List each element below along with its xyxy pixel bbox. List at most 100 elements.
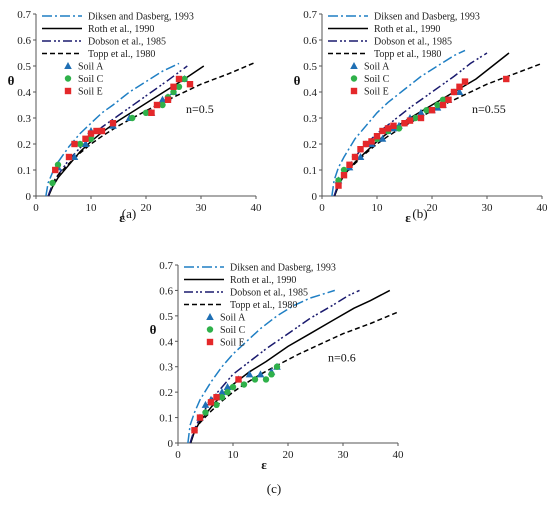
x-axis-label: ε bbox=[405, 210, 411, 225]
data-point-soil-e bbox=[71, 140, 78, 148]
data-point-soil-a bbox=[455, 88, 464, 95]
legend-label: Topp et al., 1980 bbox=[374, 49, 441, 60]
y-tick-label: 0.2 bbox=[159, 387, 173, 399]
legend-label: Roth et al., 1990 bbox=[230, 275, 296, 286]
y-tick-label: 0.4 bbox=[17, 87, 31, 99]
data-point-soil-c bbox=[202, 409, 209, 416]
legend-label: Soil C bbox=[78, 74, 104, 85]
legend-marker bbox=[64, 75, 72, 82]
data-point-soil-e bbox=[65, 153, 73, 161]
data-point-soil-c bbox=[129, 114, 136, 122]
data-point-soil-c bbox=[262, 376, 270, 383]
x-axis-label: ε bbox=[261, 457, 267, 472]
data-point-soil-c bbox=[76, 140, 84, 148]
legend-label: Soil A bbox=[220, 313, 246, 324]
n-value-annotation: n=0.5 bbox=[186, 102, 214, 116]
data-point-soil-c bbox=[273, 363, 281, 370]
data-point-soil-c bbox=[340, 166, 348, 174]
data-point-soil-e bbox=[148, 109, 155, 116]
data-point-soil-e bbox=[390, 122, 397, 129]
y-tick-label: 0 bbox=[312, 191, 318, 203]
y-tick-label: 0.6 bbox=[17, 35, 31, 47]
data-point-soil-e bbox=[362, 140, 370, 148]
data-point-soil-e bbox=[368, 138, 375, 145]
curve-diksen-and-dasberg-1993 bbox=[331, 49, 466, 197]
data-point-soil-c bbox=[49, 179, 56, 187]
legend-label: Dobson et al., 1985 bbox=[88, 37, 166, 48]
y-tick-label: 0.7 bbox=[17, 9, 31, 21]
data-point-soil-c bbox=[218, 394, 226, 401]
data-point-soil-c bbox=[335, 177, 342, 184]
data-point-soil-e bbox=[196, 414, 204, 421]
data-point-soil-c bbox=[229, 383, 237, 391]
data-point-soil-e bbox=[164, 96, 172, 103]
legend-label: Soil E bbox=[78, 87, 103, 98]
x-tick-label: 20 bbox=[283, 449, 295, 461]
data-point-soil-e bbox=[175, 75, 183, 83]
y-axis-label: θ bbox=[8, 73, 15, 88]
data-point-soil-e bbox=[170, 83, 177, 90]
curve-diksen-and-dasberg-1993 bbox=[187, 289, 336, 444]
data-point-soil-e bbox=[461, 78, 469, 85]
data-point-soil-c bbox=[87, 135, 95, 142]
y-tick-label: 0.7 bbox=[159, 260, 173, 272]
data-point-soil-e bbox=[439, 101, 447, 109]
y-tick-label: 0.1 bbox=[303, 165, 317, 177]
legend-marker bbox=[64, 87, 72, 95]
x-tick-label: 30 bbox=[196, 202, 208, 214]
data-point-soil-a bbox=[218, 388, 226, 396]
curve-dobson-et-al-1985 bbox=[47, 65, 188, 197]
x-tick-label: 40 bbox=[393, 449, 405, 461]
data-point-soil-c bbox=[142, 109, 150, 117]
data-point-soil-a bbox=[245, 370, 254, 378]
n-value-annotation: n=0.55 bbox=[472, 102, 506, 116]
legend-label: Diksen and Dasberg, 1993 bbox=[88, 12, 194, 23]
x-tick-label: 40 bbox=[537, 202, 549, 214]
data-point-soil-a bbox=[201, 400, 210, 408]
y-tick-label: 0.7 bbox=[303, 9, 317, 21]
data-point-soil-e bbox=[379, 127, 386, 135]
x-tick-label: 10 bbox=[372, 202, 384, 214]
legend-label: Roth et al., 1990 bbox=[374, 24, 440, 35]
legend-marker bbox=[350, 62, 358, 69]
data-point-soil-e bbox=[235, 376, 242, 383]
data-point-soil-c bbox=[395, 125, 403, 132]
data-point-soil-c bbox=[181, 75, 188, 83]
data-point-soil-c bbox=[54, 161, 62, 168]
x-tick-label: 0 bbox=[33, 202, 39, 214]
y-tick-label: 0 bbox=[26, 191, 32, 203]
chart-panel-c: 0 0.1 0.2 0.3 0.4 0.5 0.6 0.7 0 10 20 30 40 ε θ Diksen … bbox=[150, 260, 404, 496]
data-point-soil-e bbox=[87, 130, 95, 137]
data-point-soil-e bbox=[428, 107, 436, 114]
data-point-soil-c bbox=[268, 371, 275, 378]
data-point-soil-a bbox=[417, 108, 425, 116]
data-point-soil-c bbox=[213, 401, 220, 409]
data-point-soil-e bbox=[373, 133, 381, 140]
x-tick-label: 10 bbox=[86, 202, 98, 214]
data-point-soil-c bbox=[159, 101, 166, 109]
legend-marker bbox=[64, 62, 72, 69]
y-tick-label: 0.4 bbox=[159, 336, 173, 348]
n-value-annotation: n=0.6 bbox=[328, 351, 356, 365]
legend-label: Topp et al., 1980 bbox=[88, 49, 155, 60]
y-tick-label: 0.5 bbox=[17, 61, 31, 73]
y-tick-label: 0.6 bbox=[303, 35, 317, 47]
data-point-soil-a bbox=[81, 140, 90, 147]
legend-marker bbox=[350, 87, 358, 95]
y-tick-label: 0.5 bbox=[159, 311, 173, 323]
legend-marker bbox=[206, 326, 214, 333]
data-point-soil-c bbox=[175, 83, 183, 91]
data-point-soil-e bbox=[456, 83, 463, 90]
curve-topp-et-al-1980 bbox=[193, 311, 399, 431]
legend-label: Roth et al., 1990 bbox=[88, 24, 154, 35]
data-point-soil-e bbox=[384, 125, 392, 132]
panel-caption: (b) bbox=[412, 206, 427, 221]
data-point-soil-c bbox=[224, 388, 231, 396]
data-point-soil-e bbox=[346, 161, 353, 168]
data-point-soil-e bbox=[109, 120, 117, 127]
x-tick-label: 0 bbox=[175, 449, 181, 461]
data-point-soil-e bbox=[340, 172, 348, 179]
